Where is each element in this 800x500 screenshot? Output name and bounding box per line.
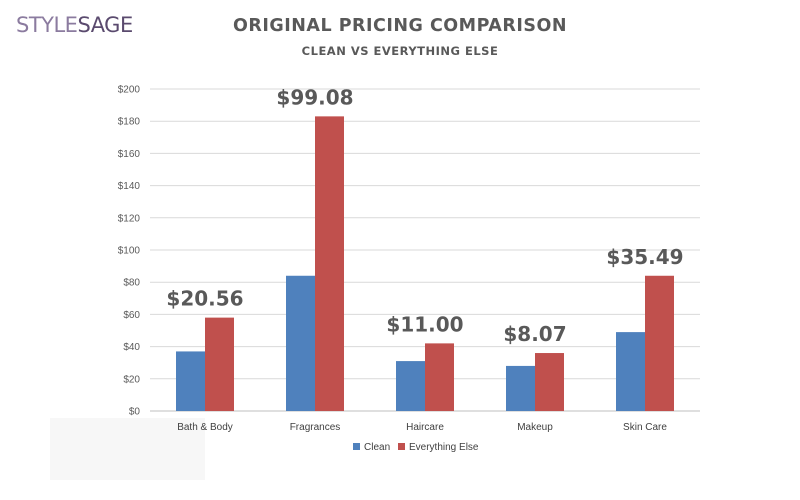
price-difference-label: $35.49 xyxy=(606,245,683,269)
legend-label-clean: Clean xyxy=(364,442,390,453)
bar-clean xyxy=(176,351,205,411)
bar-everything-else xyxy=(425,343,454,411)
y-tick-label: $160 xyxy=(118,149,141,160)
y-tick-label: $200 xyxy=(118,85,141,96)
x-tick-label: Makeup xyxy=(517,422,553,433)
legend-swatch-clean xyxy=(353,443,360,450)
bar-everything-else xyxy=(315,116,344,412)
chart-title: ORIGINAL PRICING COMPARISON xyxy=(233,16,567,36)
y-tick-label: $180 xyxy=(118,117,141,128)
x-tick-label: Bath & Body xyxy=(177,422,233,433)
chart-subtitle: CLEAN VS EVERYTHING ELSE xyxy=(301,44,499,58)
logo-part-style: STYLE xyxy=(16,13,78,37)
legend-label-everything-else: Everything Else xyxy=(409,442,479,453)
bar-clean xyxy=(506,365,535,411)
logo-part-sage: SAGE xyxy=(77,13,133,37)
y-tick-label: $40 xyxy=(123,342,140,353)
price-difference-label: $99.08 xyxy=(276,85,353,109)
stylesage-logo: STYLESAGE xyxy=(16,15,133,36)
y-tick-label: $100 xyxy=(118,246,141,257)
x-tick-label: Skin Care xyxy=(623,422,667,433)
bar-everything-else xyxy=(535,353,564,411)
y-tick-label: $60 xyxy=(123,310,140,321)
x-tick-label: Fragrances xyxy=(290,422,341,433)
bar-everything-else xyxy=(205,317,234,411)
bar-everything-else xyxy=(645,275,674,411)
price-difference-label: $20.56 xyxy=(166,287,243,311)
y-tick-label: $120 xyxy=(118,213,141,224)
x-tick-label: Haircare xyxy=(406,422,444,433)
price-difference-label: $11.00 xyxy=(386,312,463,336)
y-tick-label: $0 xyxy=(129,407,141,418)
y-tick-label: $80 xyxy=(123,278,140,289)
y-tick-label: $140 xyxy=(118,181,141,192)
y-tick-label: $20 xyxy=(123,374,140,385)
background-panel xyxy=(50,418,205,480)
bar-clean xyxy=(396,361,425,411)
price-difference-label: $8.07 xyxy=(503,322,566,346)
bar-clean xyxy=(616,332,645,411)
bar-clean xyxy=(286,275,315,411)
legend-swatch-everything-else xyxy=(398,443,405,450)
